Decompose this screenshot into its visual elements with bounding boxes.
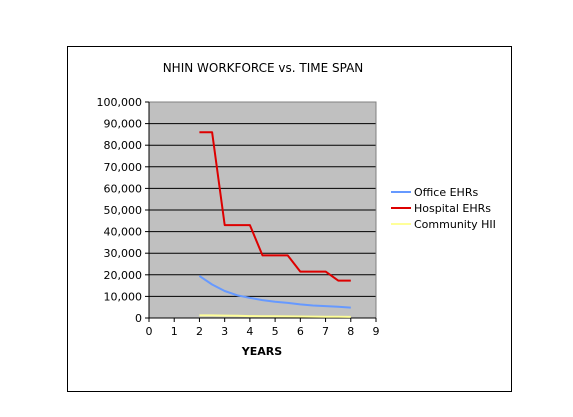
legend: Office EHRs Hospital EHRs Community HII [391, 186, 496, 231]
y-tick-label: 10,000 [104, 290, 143, 303]
x-tick-label: 9 [373, 325, 380, 338]
y-tick-label: 90,000 [104, 118, 143, 131]
legend-label-hospital-ehrs: Hospital EHRs [414, 202, 491, 215]
legend-label-office-ehrs: Office EHRs [414, 186, 478, 199]
x-tick-label: 7 [322, 325, 329, 338]
series-line-hospital-ehrs [199, 131, 351, 282]
y-axis-ticks: 0 10,000 20,000 30,000 40,000 50,000 60,000 70,… [97, 96, 149, 325]
y-tick-label: 100,000 [97, 96, 143, 109]
chart-title: NHIN WORKFORCE vs. TIME SPAN [163, 61, 364, 75]
x-tick-label: 4 [246, 325, 253, 338]
series-line-office-ehrs [198, 275, 351, 309]
line-chart: NHIN WORKFORCE vs. TIME SPAN 0 10,000 20,0… [97, 61, 496, 358]
y-tick-label: 0 [135, 312, 142, 325]
x-tick-label: 8 [347, 325, 354, 338]
x-tick-label: 3 [221, 325, 228, 338]
y-tick-label: 40,000 [104, 226, 143, 239]
y-tick-label: 60,000 [104, 182, 143, 195]
y-tick-label: 20,000 [104, 269, 143, 282]
y-tick-label: 70,000 [104, 161, 143, 174]
y-tick-label: 50,000 [104, 204, 143, 217]
y-tick-label: 80,000 [104, 139, 143, 152]
x-axis-ticks: 0 1 2 3 4 5 6 7 8 9 [146, 318, 380, 338]
series-line-community-hii [199, 314, 351, 318]
x-axis-label: YEARS [241, 345, 282, 358]
chart-frame: NHIN WORKFORCE vs. TIME SPAN 0 10,000 20,0… [67, 46, 512, 392]
x-tick-label: 6 [297, 325, 304, 338]
x-tick-label: 2 [196, 325, 203, 338]
x-tick-label: 0 [146, 325, 153, 338]
series-lines [198, 131, 351, 318]
legend-label-community-hii: Community HII [414, 218, 496, 231]
x-tick-label: 5 [272, 325, 279, 338]
y-tick-label: 30,000 [104, 247, 143, 260]
x-tick-label: 1 [171, 325, 178, 338]
